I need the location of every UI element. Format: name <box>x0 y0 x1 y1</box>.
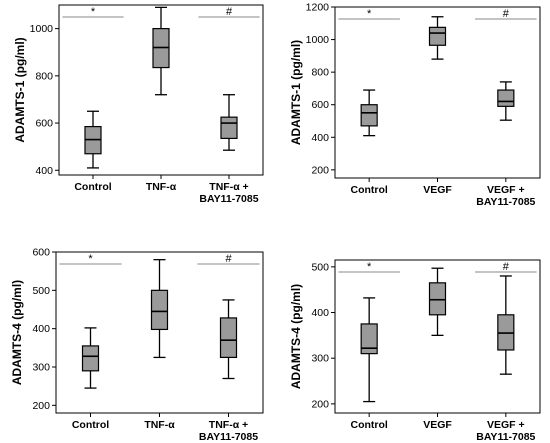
y-tick-label: 300 <box>32 362 50 374</box>
y-tick-label: 800 <box>311 67 329 79</box>
chart-panel-4: 200 300 400 500 ADAMTS-4 (pg/ml) Control VEGF V… <box>289 259 541 443</box>
y-tick-label: 1000 <box>30 23 54 35</box>
y-axis-label: ADAMTS-1 (pg/ml) <box>289 40 303 145</box>
category-label: TNF-α <box>146 181 177 193</box>
y-tick-label: 600 <box>311 99 329 111</box>
category-label: TNF-α + BAY11-7085 <box>199 181 258 205</box>
y-tick-label: 1200 <box>306 2 330 14</box>
category-label: TNF-α <box>144 419 175 431</box>
significance-mark: # <box>225 253 232 265</box>
y-tick-label: 300 <box>311 353 329 365</box>
y-tick-label: 500 <box>32 285 50 297</box>
box-1 <box>84 110 102 169</box>
significance-mark: * <box>88 253 93 265</box>
y-tick-label: 400 <box>311 132 329 144</box>
y-axis-label: ADAMTS-4 (pg/ml) <box>10 280 24 385</box>
category-label: Control <box>351 184 388 196</box>
iqr-box <box>497 89 515 107</box>
box-3 <box>497 275 515 375</box>
category-label: VEGF + BAY11-7085 <box>476 419 535 443</box>
box-3 <box>220 94 238 151</box>
box-2 <box>428 267 447 337</box>
significance-mark: * <box>367 8 372 20</box>
iqr-box <box>219 317 238 359</box>
box-2 <box>152 6 170 96</box>
iqr-box <box>428 26 447 46</box>
chart-panel-3: 200 300 400 500 600 ADAMTS-4 (pg/ml) Control TN… <box>10 247 264 443</box>
category-label: Control <box>74 181 111 193</box>
box-1 <box>360 89 378 137</box>
category-label: Control <box>351 419 388 431</box>
iqr-box <box>360 104 378 127</box>
y-tick-label: 600 <box>32 247 50 259</box>
category-label: TNF-α + BAY11-7085 <box>199 419 258 443</box>
box-1 <box>360 297 378 403</box>
significance-mark: * <box>367 261 372 273</box>
box-1 <box>81 327 100 389</box>
box-3 <box>219 299 238 380</box>
y-axis-label: ADAMTS-1 (pg/ml) <box>13 37 27 142</box>
category-label: Control <box>72 419 109 431</box>
category-label: VEGF + BAY11-7085 <box>476 184 535 208</box>
y-tick-label: 600 <box>35 118 53 130</box>
y-tick-label: 800 <box>35 70 53 82</box>
y-tick-label: 500 <box>311 261 329 273</box>
significance-mark: # <box>503 261 510 273</box>
category-label: VEGF <box>423 419 452 431</box>
y-tick-label: 200 <box>32 400 50 412</box>
significance-mark: * <box>91 6 96 18</box>
iqr-box <box>428 282 447 316</box>
y-tick-label: 1000 <box>306 34 330 46</box>
y-tick-label: 200 <box>311 164 329 176</box>
y-tick-label: 400 <box>35 165 53 177</box>
iqr-box <box>81 345 100 372</box>
box-2 <box>428 16 447 60</box>
chart-panel-2: 200 400 600 800 1000 1200 ADAMTS-1 (pg/ml) Cont… <box>289 2 541 208</box>
iqr-box <box>360 323 378 355</box>
significance-mark: # <box>503 8 510 20</box>
significance-mark: # <box>226 6 233 18</box>
y-tick-label: 200 <box>311 398 329 410</box>
iqr-box <box>220 116 238 140</box>
category-label: VEGF <box>423 184 452 196</box>
y-tick-label: 400 <box>32 323 50 335</box>
box-2 <box>150 259 169 359</box>
y-tick-label: 400 <box>311 307 329 319</box>
y-axis-label: ADAMTS-4 (pg/ml) <box>289 284 303 389</box>
iqr-box <box>150 289 169 331</box>
box-3 <box>497 81 515 121</box>
